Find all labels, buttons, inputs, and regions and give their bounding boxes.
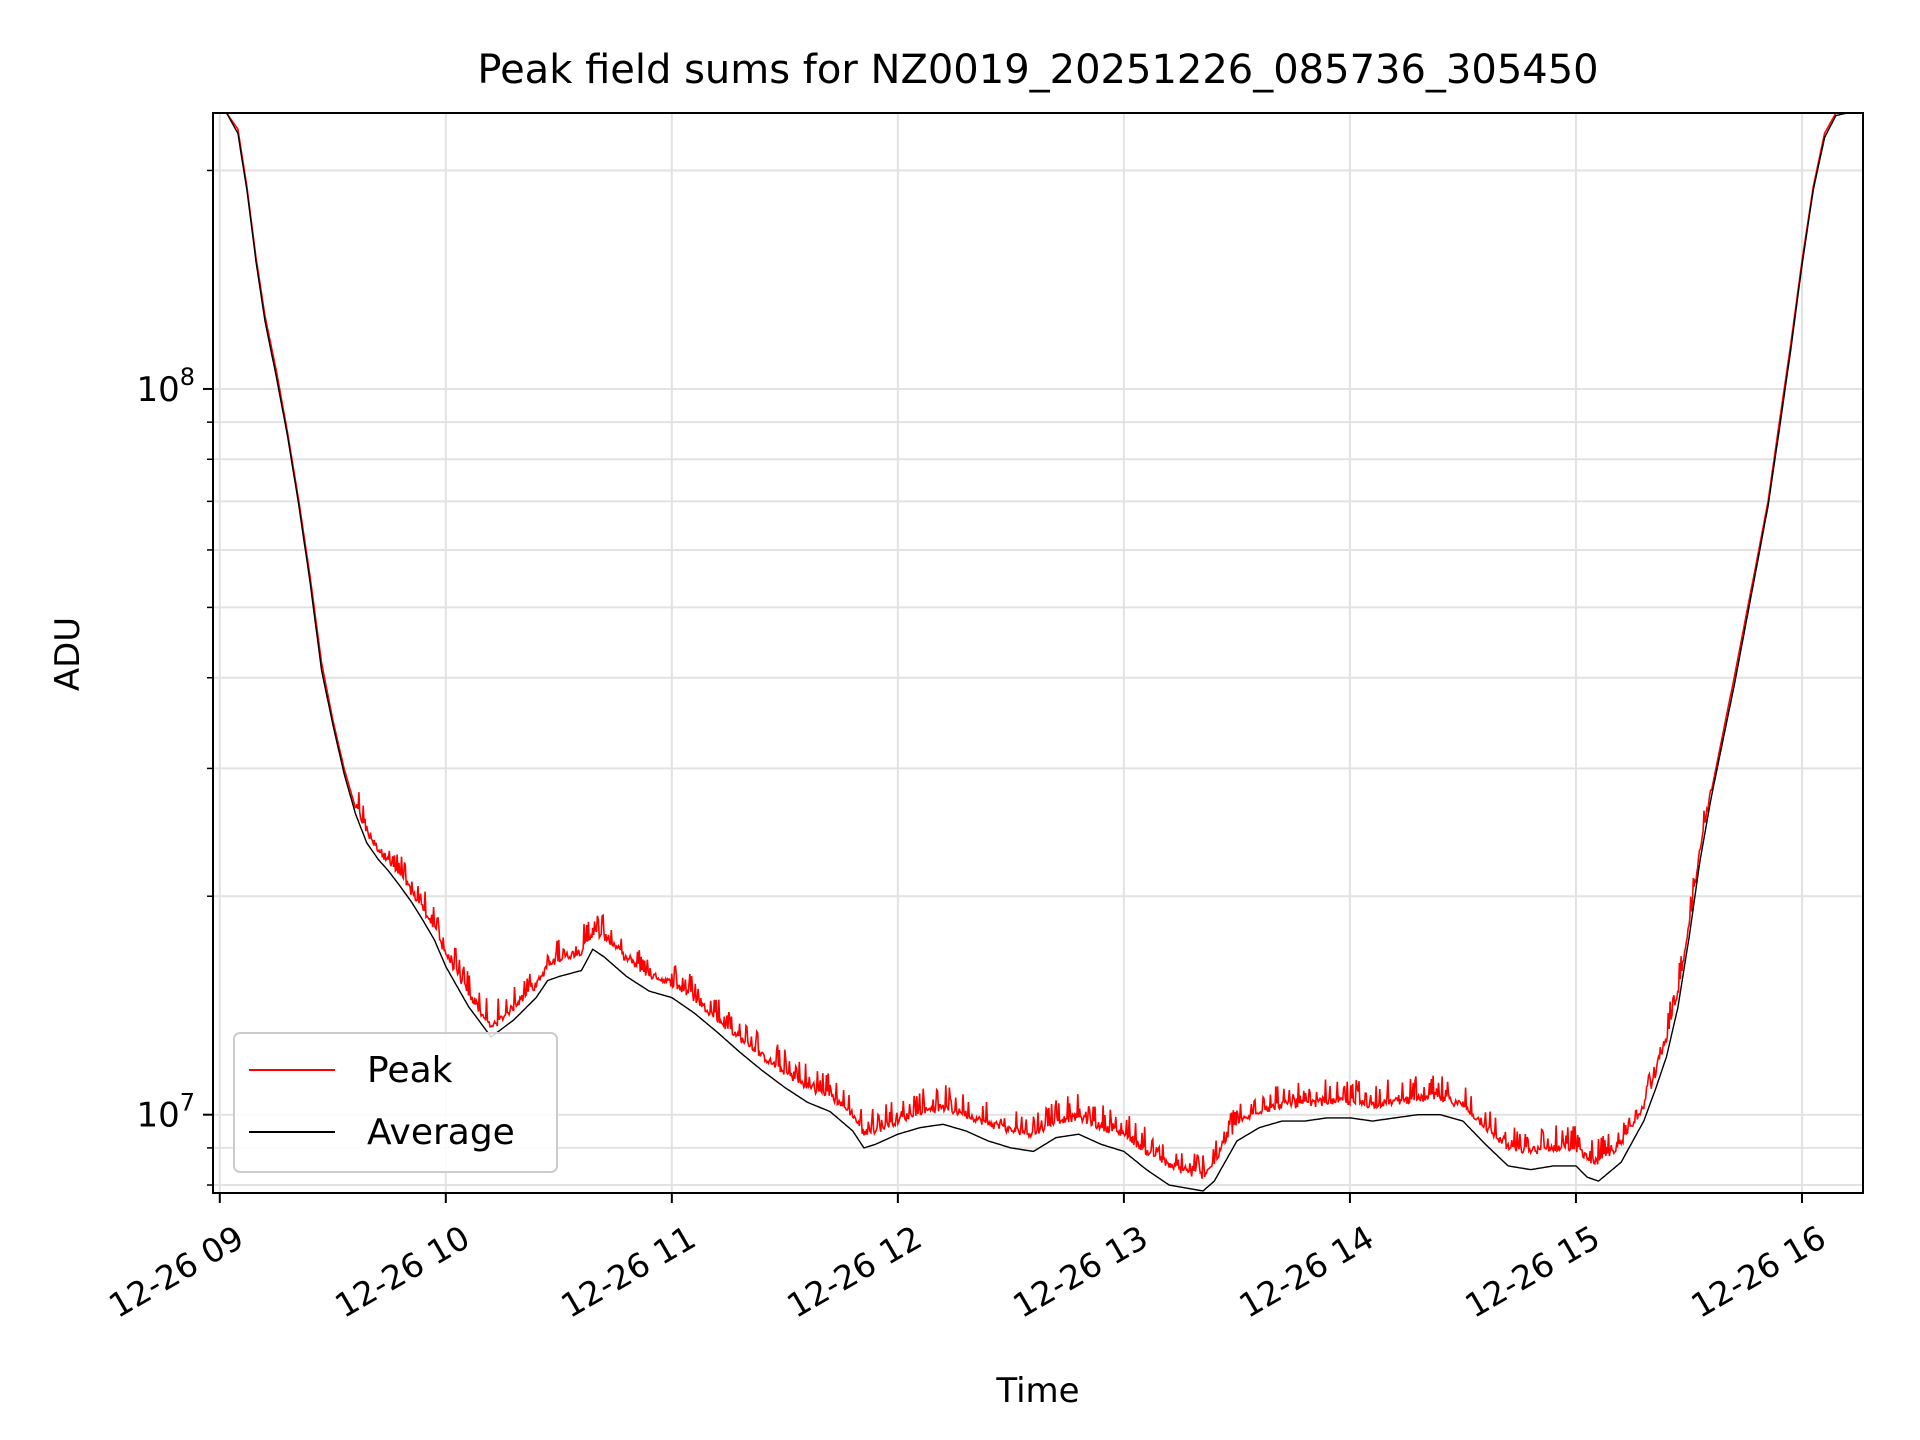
legend-average-label: Average (367, 1112, 515, 1153)
chart-title: Peak field sums for NZ0019_20251226_0857… (477, 47, 1598, 93)
legend-peak-label: Peak (367, 1050, 453, 1091)
y-tick-label: 108 (136, 363, 195, 410)
y-tick-label: 107 (136, 1089, 195, 1136)
series-peak-line (217, 113, 1848, 1179)
x-axis-label: Time (995, 1371, 1079, 1411)
plot-frame (212, 112, 1864, 1194)
y-axis-label: ADU (48, 617, 88, 691)
legend: Peak Average (233, 1032, 558, 1173)
grid-lines (213, 113, 1863, 1193)
legend-box (233, 1032, 558, 1173)
